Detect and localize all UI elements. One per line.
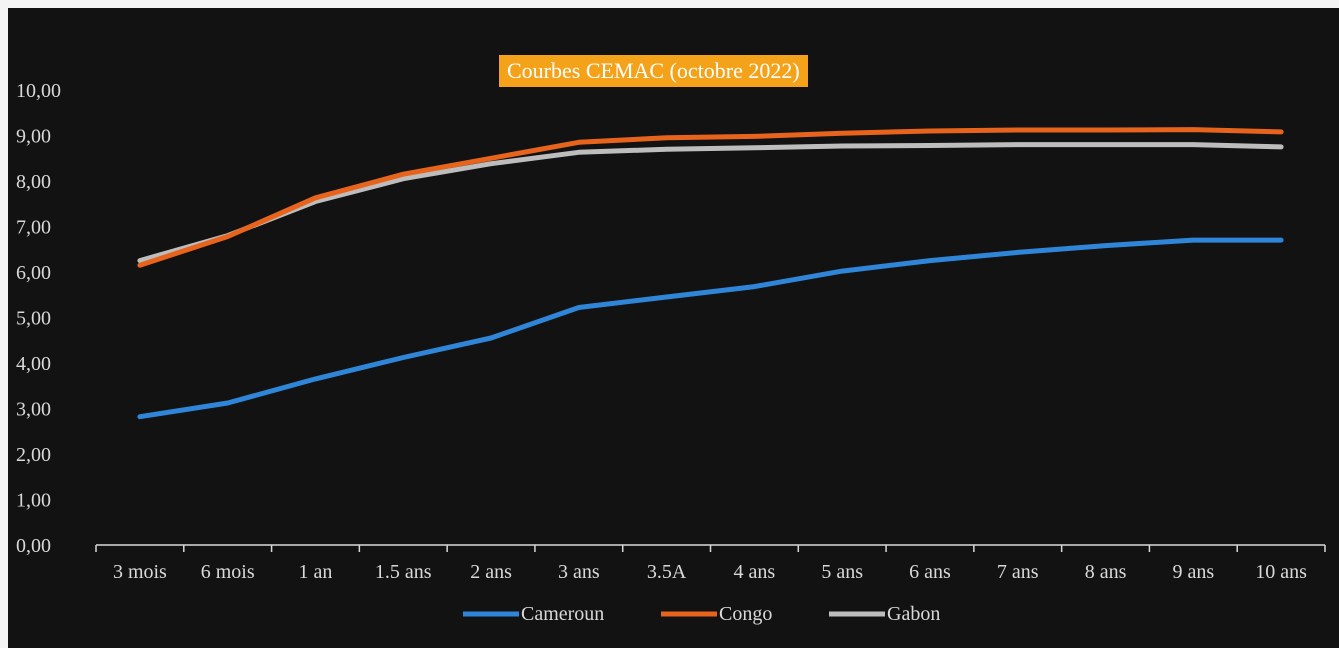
y-tick-label: 9,00 bbox=[16, 126, 51, 148]
series-line-gabon bbox=[137, 142, 1284, 264]
x-tick-label: 7 ans bbox=[997, 561, 1039, 583]
series-line-congo bbox=[137, 127, 1284, 268]
y-tick-label: 0,00 bbox=[16, 535, 51, 557]
y-tick-label: 6,00 bbox=[16, 262, 51, 284]
y-tick-label: 1,00 bbox=[16, 490, 51, 512]
y-tick-label: 8,00 bbox=[16, 171, 51, 193]
x-tick-label: 1.5 ans bbox=[375, 561, 432, 583]
x-tick-label: 3.5A bbox=[647, 561, 687, 583]
x-tick-label: 6 ans bbox=[909, 561, 951, 583]
x-tick-label: 2 ans bbox=[470, 561, 512, 583]
y-tick-label: 5,00 bbox=[16, 308, 51, 330]
x-tick-label: 1 an bbox=[299, 561, 333, 583]
x-tick-label: 6 mois bbox=[201, 561, 255, 583]
y-tick-label: 3,00 bbox=[16, 399, 51, 421]
chart-frame: Courbes CEMAC (octobre 2022) 0,00 1,00 2,0… bbox=[8, 8, 1339, 648]
chart-title: Courbes CEMAC (octobre 2022) bbox=[499, 55, 808, 87]
legend-label-congo: Congo bbox=[719, 603, 772, 625]
y-tick-label: 4,00 bbox=[16, 353, 51, 375]
x-tick-label: 4 ans bbox=[734, 561, 776, 583]
x-tick-label: 3 ans bbox=[558, 561, 600, 583]
line-chart: 0,00 1,00 2,00 3,00 4,00 5,00 6,00 7,00 8,00 9,00… bbox=[16, 80, 1326, 625]
y-tick-label: 2,00 bbox=[16, 444, 51, 466]
x-tick-label: 3 mois bbox=[113, 561, 167, 583]
x-tick-label: 9 ans bbox=[1172, 561, 1214, 583]
y-tick-label: 7,00 bbox=[16, 217, 51, 239]
y-tick-label: 10,00 bbox=[16, 80, 61, 102]
series-line-cameroun bbox=[137, 237, 1284, 420]
x-tick-label: 8 ans bbox=[1085, 561, 1127, 583]
legend-label-gabon: Gabon bbox=[887, 603, 940, 625]
x-tick-label: 5 ans bbox=[821, 561, 863, 583]
x-tick-label: 10 ans bbox=[1255, 561, 1307, 583]
legend-label-cameroun: Cameroun bbox=[521, 603, 604, 625]
